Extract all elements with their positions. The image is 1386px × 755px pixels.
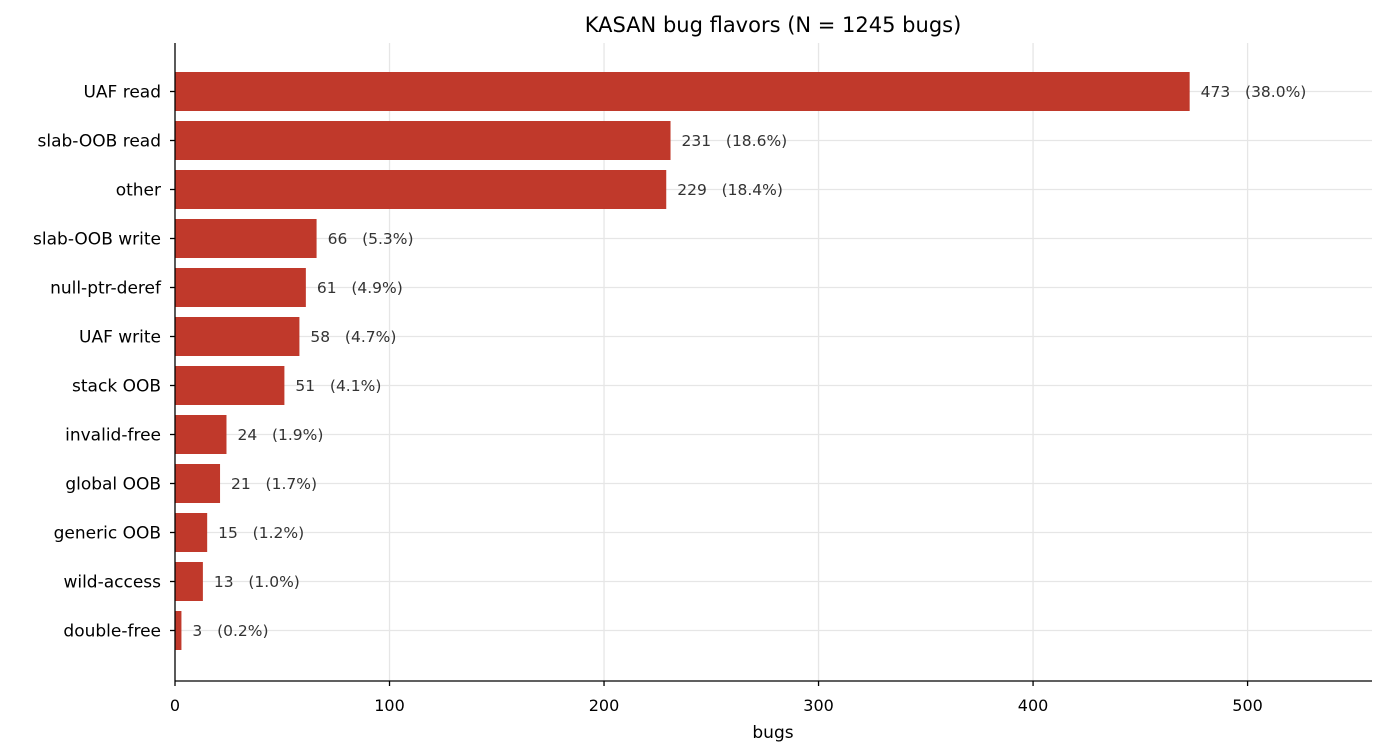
bar xyxy=(175,219,317,258)
y-tick-label: stack OOB xyxy=(72,377,161,397)
x-axis-label: bugs xyxy=(752,723,793,743)
bar xyxy=(175,268,306,307)
data-label: 229 (18.4%) xyxy=(677,181,783,199)
y-tick-label: slab-OOB read xyxy=(37,132,161,152)
y-tick-label: other xyxy=(116,181,161,201)
y-tick-label: wild-access xyxy=(63,573,161,593)
y-tick-label: generic OOB xyxy=(54,524,161,544)
chart-title: KASAN bug flavors (N = 1245 bugs) xyxy=(585,13,962,37)
bar xyxy=(175,611,182,650)
y-tick-label: double-free xyxy=(63,622,161,642)
y-tick-label: slab-OOB write xyxy=(33,230,161,250)
data-label: 61 (4.9%) xyxy=(317,279,403,297)
bar xyxy=(175,121,671,160)
data-label: 21 (1.7%) xyxy=(231,475,317,493)
data-label: 66 (5.3%) xyxy=(328,230,414,248)
x-tick-labels: 0 100 200 300 400 500 xyxy=(170,681,1263,715)
bars xyxy=(175,72,1190,650)
data-label: 15 (1.2%) xyxy=(218,524,304,542)
y-tick-labels: UAF read slab-OOB read other slab-OOB write… xyxy=(33,83,175,642)
bar xyxy=(175,464,221,503)
bar xyxy=(175,72,1190,111)
data-label: 51 (4.1%) xyxy=(295,377,381,395)
bar xyxy=(175,317,300,356)
x-tick-label: 100 xyxy=(374,696,405,715)
bar xyxy=(175,366,285,405)
bar xyxy=(175,513,208,552)
x-tick-label: 0 xyxy=(170,696,180,715)
data-label: 13 (1.0%) xyxy=(214,573,300,591)
y-tick-label: global OOB xyxy=(65,475,161,495)
bar xyxy=(175,170,667,209)
x-tick-label: 200 xyxy=(589,696,620,715)
x-tick-label: 500 xyxy=(1232,696,1263,715)
data-label: 58 (4.7%) xyxy=(310,328,396,346)
y-tick-label: invalid-free xyxy=(65,426,161,446)
y-tick-label: null-ptr-deref xyxy=(50,279,162,299)
data-label: 231 (18.6%) xyxy=(682,132,788,150)
data-label: 24 (1.9%) xyxy=(237,426,323,444)
data-label: 3 (0.2%) xyxy=(192,622,268,640)
x-tick-label: 300 xyxy=(803,696,834,715)
y-tick-label: UAF read xyxy=(83,83,161,103)
bar xyxy=(175,562,203,601)
bar xyxy=(175,415,227,454)
x-tick-label: 400 xyxy=(1018,696,1049,715)
data-label: 473 (38.0%) xyxy=(1201,83,1307,101)
data-labels: 473 (38.0%) 231 (18.6%) 229 (18.4%) 66 (5.3… xyxy=(192,83,1306,640)
y-tick-label: UAF write xyxy=(79,328,161,348)
